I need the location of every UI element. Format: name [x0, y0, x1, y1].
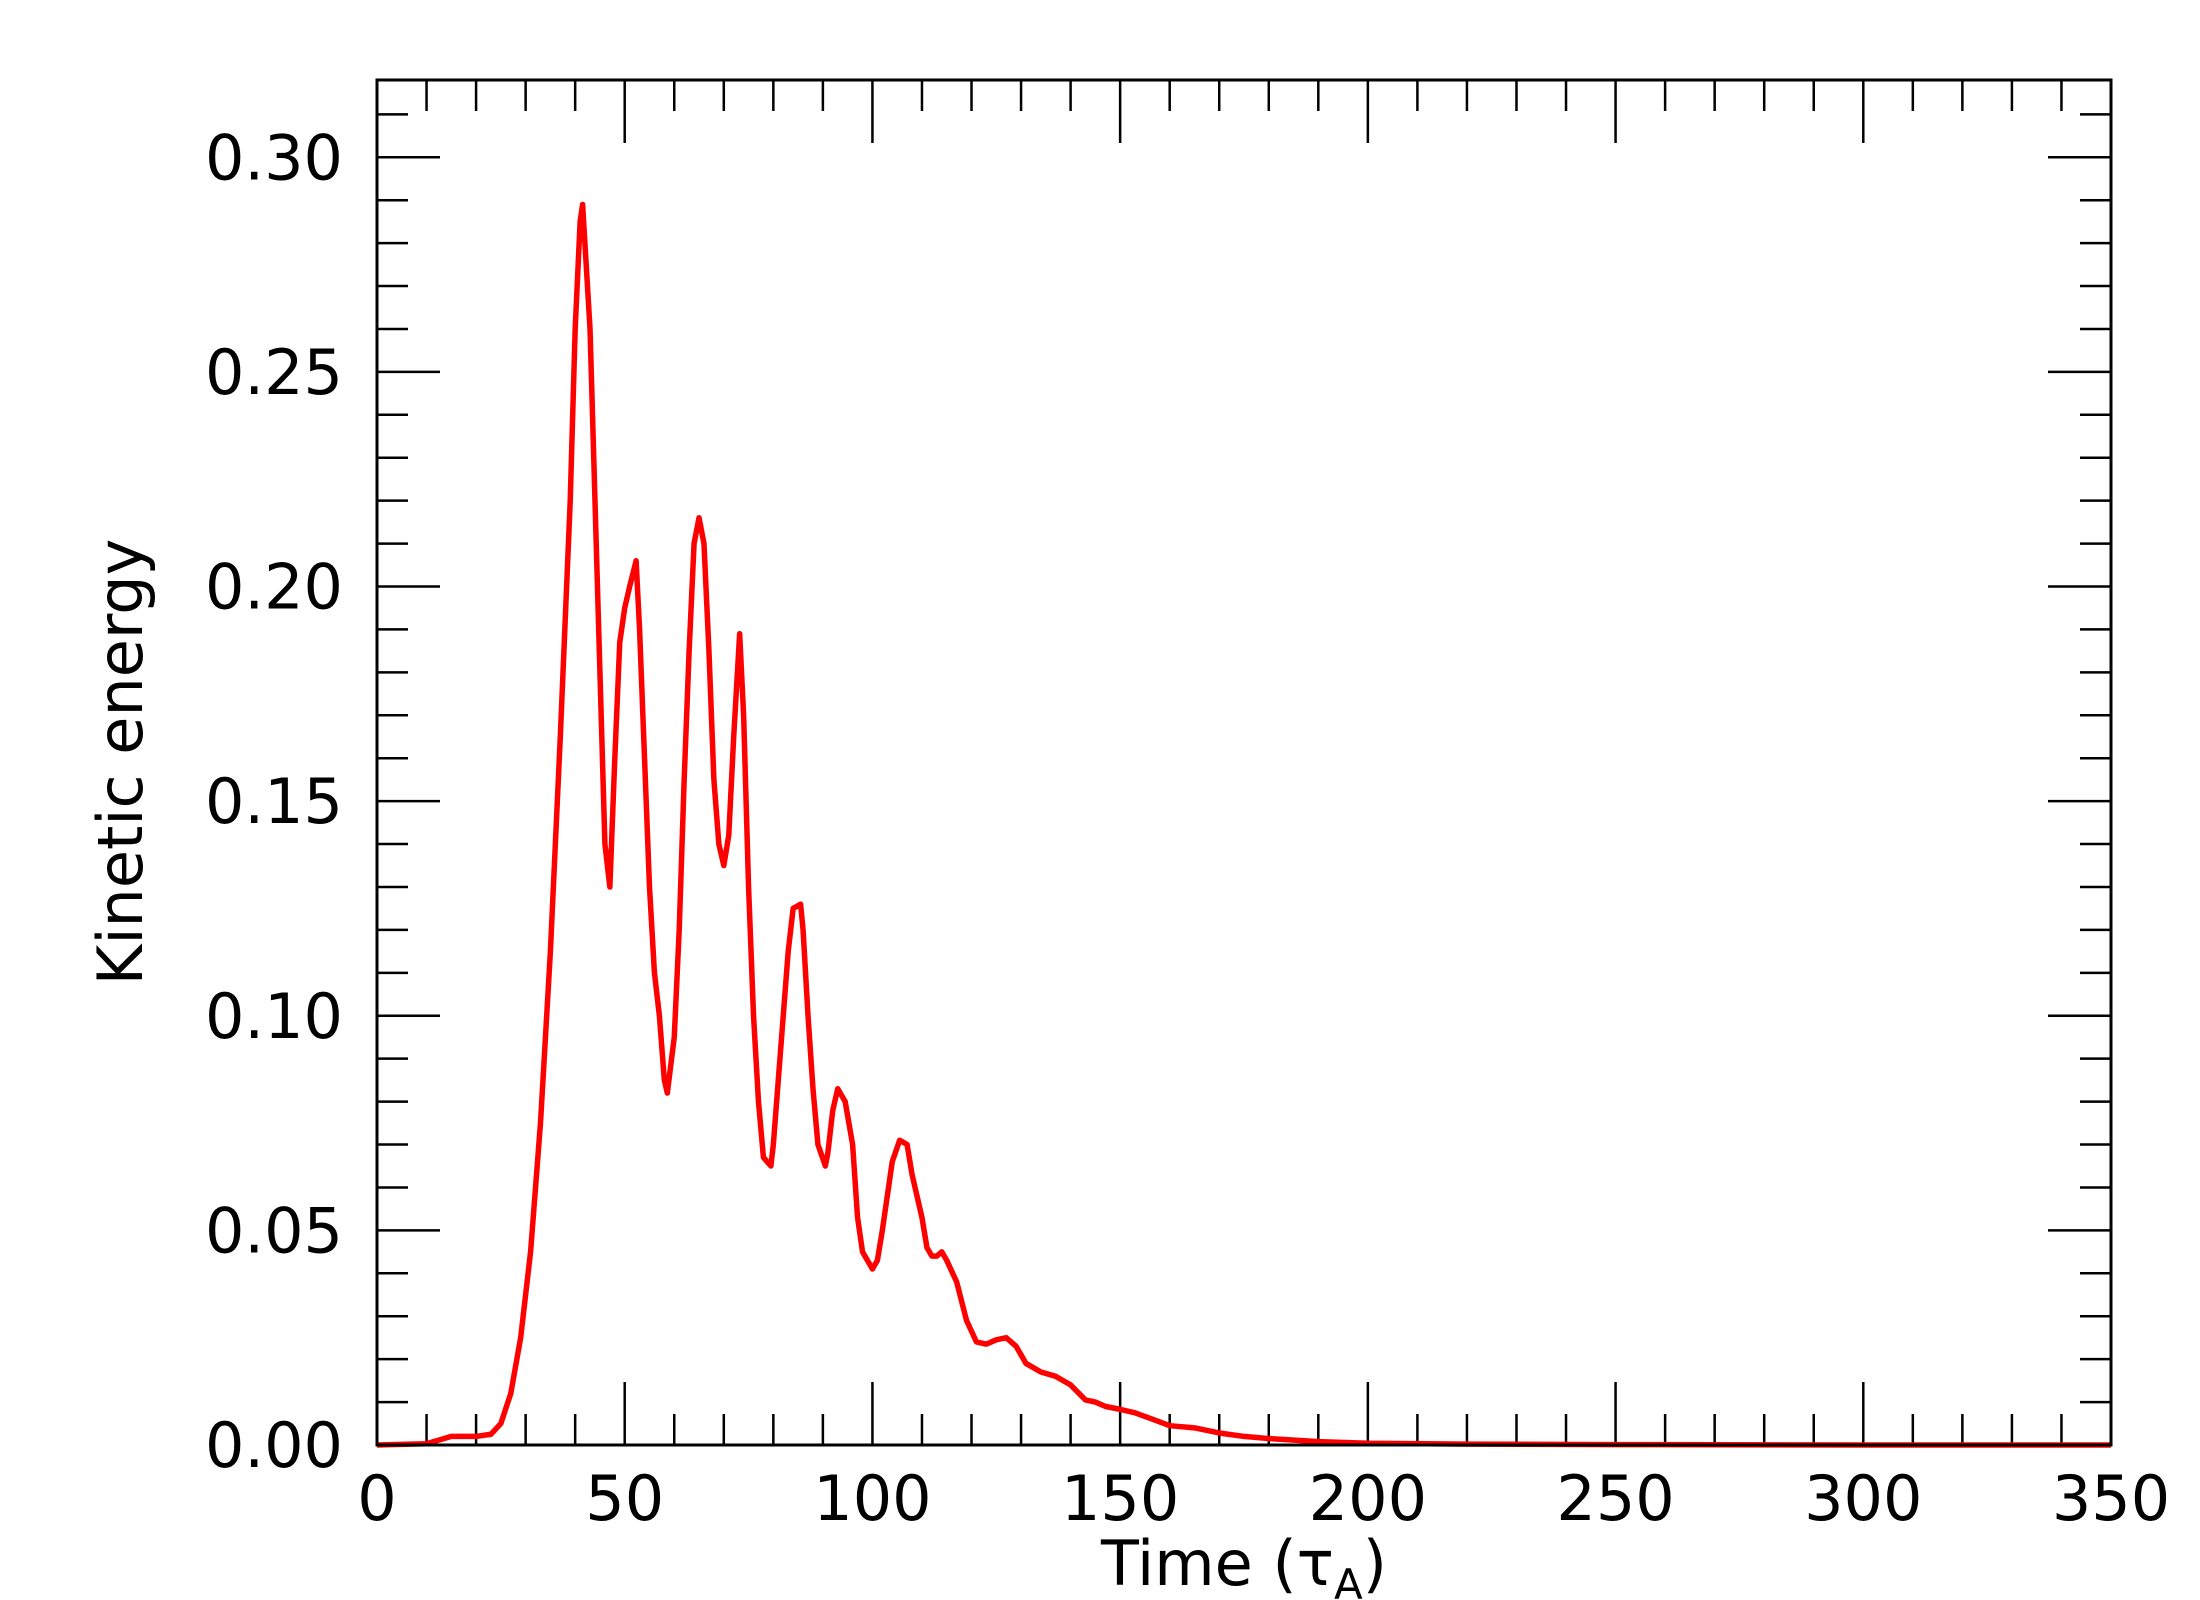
y-tick-label: 0.10: [205, 980, 343, 1053]
x-tick-label: 100: [813, 1462, 931, 1535]
x-label-subscript: A: [1334, 1560, 1363, 1600]
x-tick-label: 350: [2052, 1462, 2170, 1535]
x-tick-label: 0: [357, 1462, 396, 1535]
y-tick-label: 0.15: [205, 765, 343, 838]
data-line: [376, 201, 2111, 1448]
y-axis-label: Kinetic energy: [84, 539, 157, 986]
x-tick-label: 150: [1061, 1462, 1179, 1535]
y-tick-label: 0.20: [205, 551, 343, 624]
x-tick-label: 50: [585, 1462, 664, 1535]
y-tick-label: 0.25: [205, 336, 343, 409]
x-label-end: ): [1363, 1527, 1387, 1600]
y-tick-label: 0.00: [205, 1409, 343, 1482]
x-axis-label: Time (τA): [1100, 1527, 1387, 1600]
y-tick-label: 0.05: [205, 1194, 343, 1267]
plot-frame: [375, 78, 2113, 1447]
x-label-main: Time (τ: [1100, 1527, 1334, 1600]
x-tick-label: 250: [1556, 1462, 1674, 1535]
y-tick-label: 0.30: [205, 121, 343, 194]
x-tick-label: 300: [1804, 1462, 1922, 1535]
x-tick-label: 200: [1309, 1462, 1427, 1535]
